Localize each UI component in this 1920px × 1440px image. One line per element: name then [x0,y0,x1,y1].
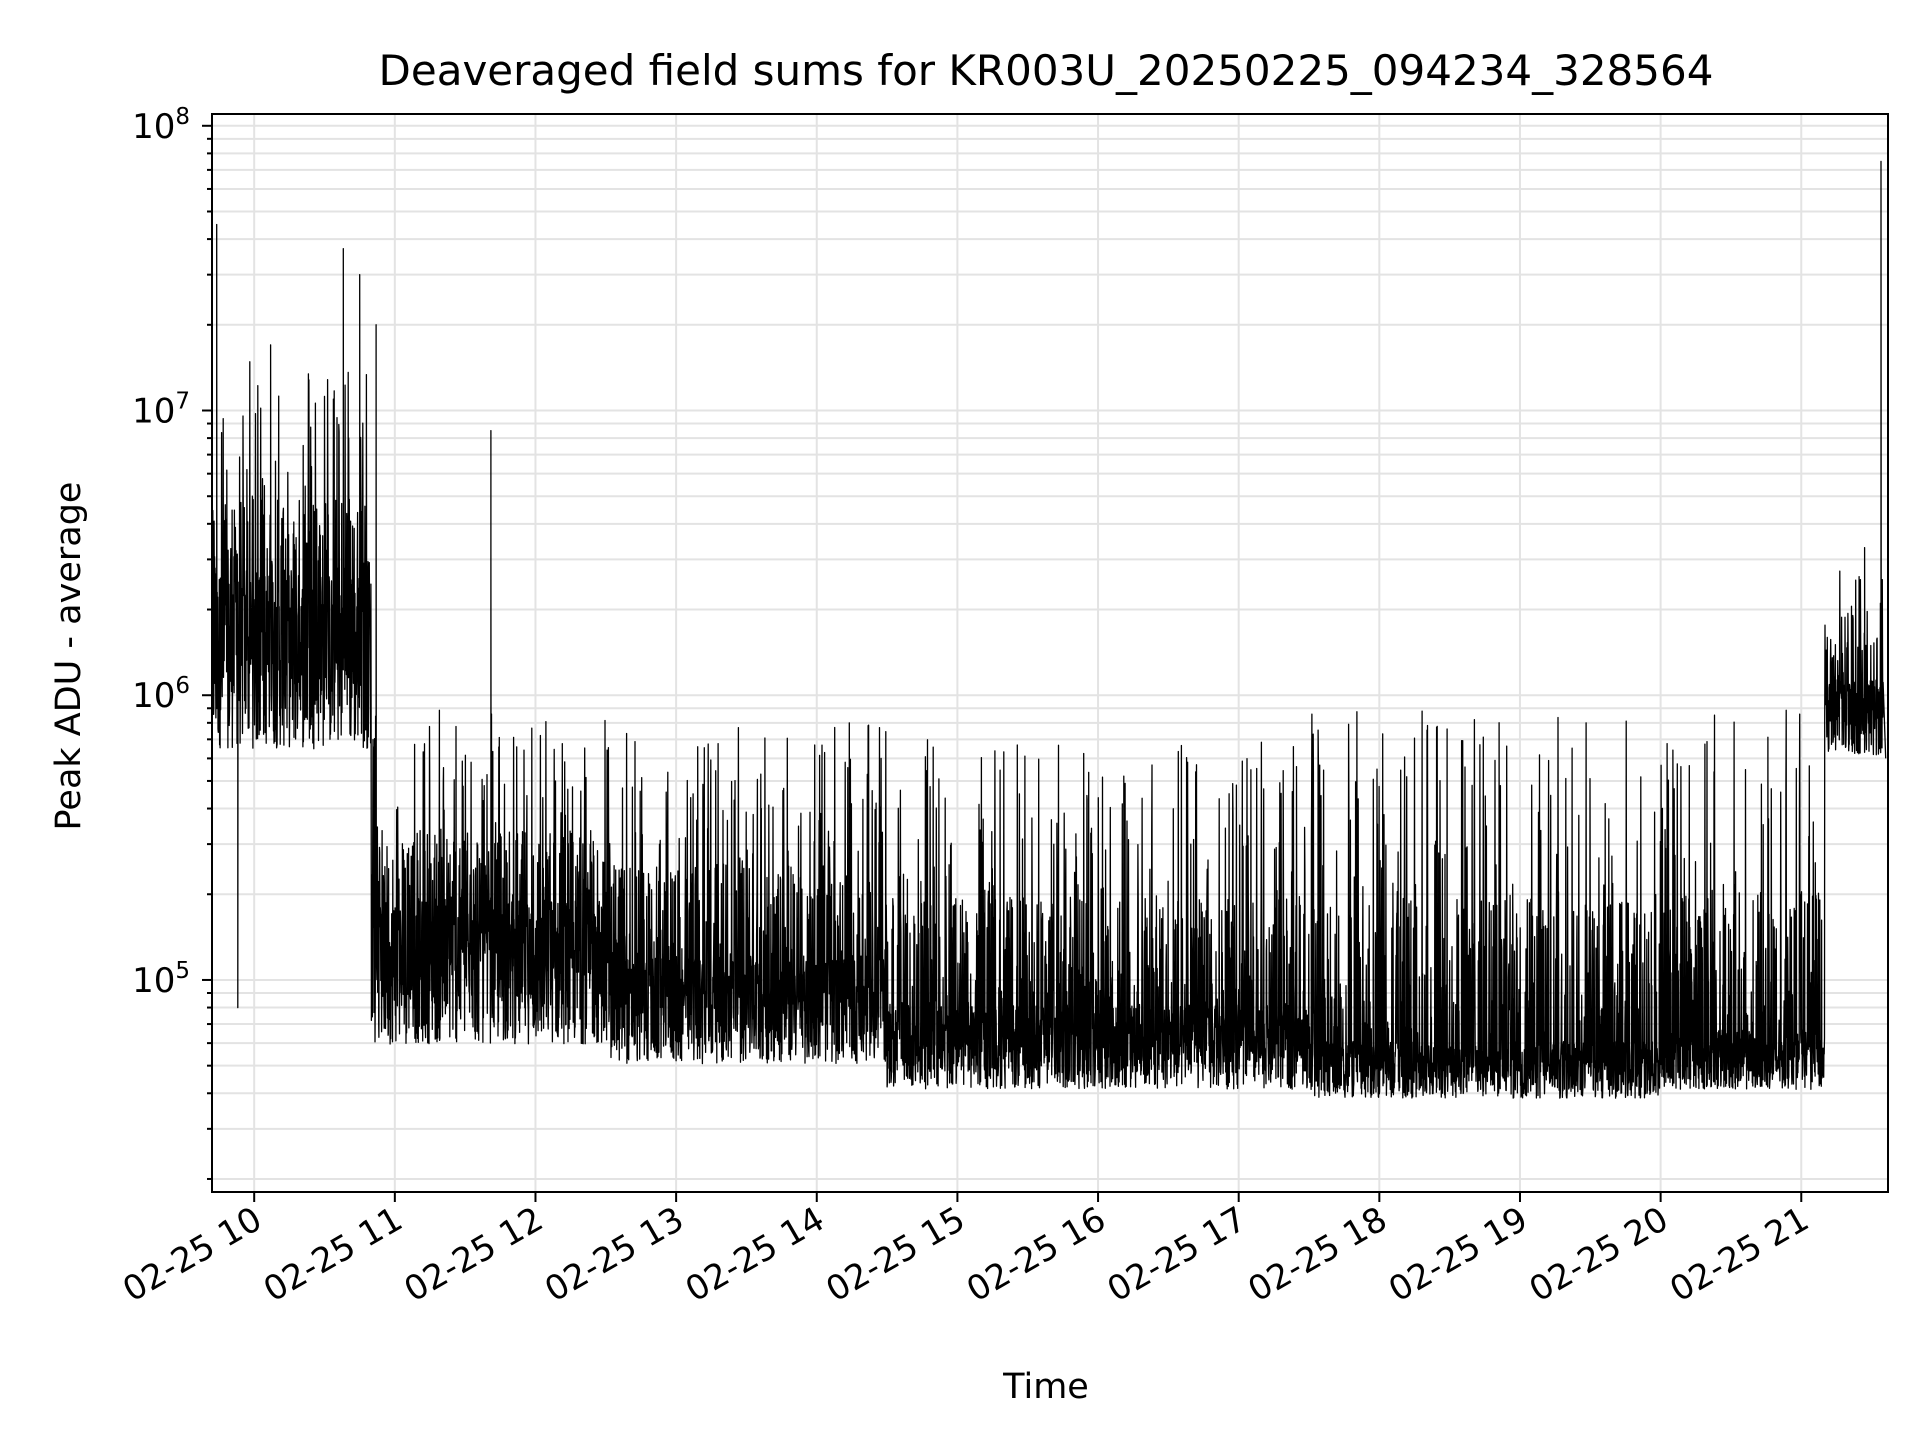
y-tick-label: 108 [132,104,190,147]
y-tick-base: 10 [132,392,175,432]
y-tick-exponent: 6 [175,673,190,699]
y-tick-label: 107 [132,389,190,432]
x-axis-label: Time [1002,1367,1089,1407]
y-tick-base: 10 [132,676,175,716]
chart-title: Deaveraged field sums for KR003U_2025022… [379,46,1714,95]
plot-frame [211,113,1889,1193]
y-tick-base: 10 [132,961,175,1001]
y-axis-label: Peak ADU - average [49,482,89,831]
y-tick-base: 10 [132,107,175,147]
series-layer [211,160,1887,1099]
y-tick-exponent: 7 [175,389,190,415]
y-tick-label: 106 [132,673,190,716]
y-tick-exponent: 5 [175,958,190,984]
series-line [211,160,1887,1099]
y-tick-exponent: 8 [175,104,190,130]
y-tick-label: 105 [132,958,190,1001]
